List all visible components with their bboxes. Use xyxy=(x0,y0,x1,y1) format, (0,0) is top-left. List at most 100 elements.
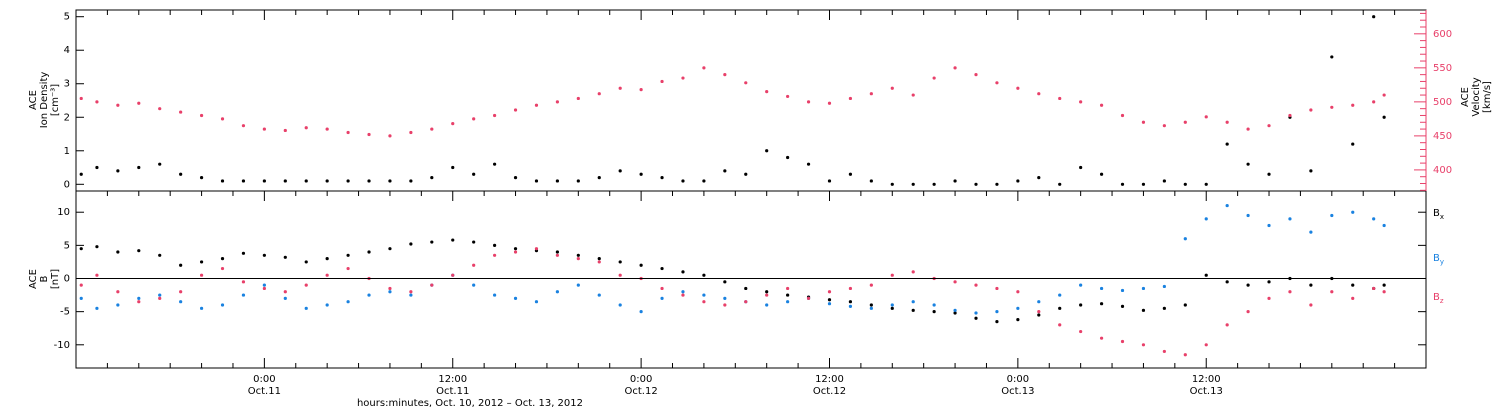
date-tick-label: Oct.11 xyxy=(436,386,469,397)
bx-point xyxy=(1162,306,1166,310)
density-point xyxy=(1351,142,1355,146)
velocity-point xyxy=(1162,124,1166,128)
velocity-point xyxy=(493,113,497,118)
velocity-tick-label: 400 xyxy=(1433,165,1452,176)
velocity-point xyxy=(137,101,141,105)
by-point xyxy=(576,283,580,287)
bx-point xyxy=(346,253,350,257)
bz-point xyxy=(681,293,685,297)
bx-point xyxy=(1016,318,1020,322)
density-point xyxy=(158,162,162,166)
bz-point xyxy=(262,286,266,291)
velocity-point xyxy=(116,103,120,107)
bz-point xyxy=(827,290,832,294)
velocity-point xyxy=(1246,127,1250,131)
velocity-point xyxy=(576,96,580,101)
bz-point xyxy=(1099,336,1104,340)
bz-point xyxy=(430,283,434,287)
velocity-point xyxy=(388,134,392,138)
bz-point xyxy=(765,293,769,297)
bx-point xyxy=(995,319,999,324)
by-point xyxy=(995,310,999,314)
density-point xyxy=(555,179,559,183)
bx-point xyxy=(1099,302,1104,306)
bx-point xyxy=(639,263,643,267)
by-point xyxy=(95,306,99,310)
density-point xyxy=(1162,179,1166,183)
bx-point xyxy=(199,260,204,264)
bz-point xyxy=(1141,343,1146,347)
density-point xyxy=(513,175,518,180)
b-tick-label: -5 xyxy=(60,307,70,318)
velocity-point xyxy=(534,103,539,107)
bx-point xyxy=(95,245,99,249)
bz-point xyxy=(95,273,99,277)
time-tick-label: 12:00 xyxy=(1192,374,1221,385)
bz-point xyxy=(869,283,873,287)
by-point xyxy=(1120,288,1125,293)
velocity-point xyxy=(723,73,727,77)
bz-point xyxy=(890,273,894,277)
by-point xyxy=(472,283,476,287)
b-tick-label: 10 xyxy=(57,207,70,218)
velocity-point xyxy=(367,132,371,137)
velocity-point xyxy=(953,66,957,70)
bx-point xyxy=(1058,306,1062,310)
by-point xyxy=(932,303,936,307)
velocity-point xyxy=(262,127,266,131)
velocity-tick-label: 550 xyxy=(1433,63,1452,74)
by-point xyxy=(723,296,727,300)
density-axis: 0 1 2 3 4 5 xyxy=(64,12,84,190)
svg-text:Bx: Bx xyxy=(1433,208,1444,221)
svg-text:By: By xyxy=(1433,253,1444,266)
density-point xyxy=(493,162,497,166)
b-axis-label-line2: B xyxy=(39,275,50,282)
bx-point xyxy=(472,240,476,244)
by-point xyxy=(618,303,622,307)
bx-point xyxy=(827,298,832,302)
legend-by: By xyxy=(1433,253,1444,266)
velocity-tick-label: 500 xyxy=(1433,97,1452,108)
by-point xyxy=(79,296,83,300)
bx-point xyxy=(137,249,141,253)
bx-point xyxy=(409,242,413,246)
bx-point xyxy=(79,247,83,251)
density-point xyxy=(220,179,225,183)
density-axis-label-line3: [cm⁻³] xyxy=(50,84,61,116)
bx-point xyxy=(681,270,685,274)
bz-point xyxy=(1351,296,1355,300)
velocity-point xyxy=(158,107,162,111)
density-point xyxy=(1183,182,1187,186)
bz-point xyxy=(241,280,246,284)
density-point xyxy=(1141,182,1146,186)
bz-point xyxy=(346,266,350,271)
bz-point xyxy=(597,260,601,264)
density-point xyxy=(1267,172,1271,176)
velocity-point xyxy=(555,100,559,104)
density-point xyxy=(430,175,434,180)
by-point xyxy=(262,283,266,287)
by-point xyxy=(1162,284,1166,289)
by-point xyxy=(513,296,518,300)
by-point xyxy=(786,300,790,304)
velocity-point xyxy=(1099,103,1104,107)
density-tick-label: 3 xyxy=(64,79,70,90)
time-axis: 0:00Oct.1112:00Oct.110:00Oct.1212:00Oct.… xyxy=(106,10,1396,397)
bx-point xyxy=(1141,308,1146,312)
density-point xyxy=(95,165,99,170)
by-point xyxy=(158,293,162,297)
density-point xyxy=(1372,15,1376,19)
legend-bx-main: B xyxy=(1433,208,1440,219)
density-point xyxy=(283,179,287,183)
velocity-point xyxy=(827,101,832,105)
density-point xyxy=(953,179,957,183)
velocity-point xyxy=(1267,124,1271,128)
density-point xyxy=(451,165,455,170)
density-tick-label: 0 xyxy=(64,179,70,190)
by-point xyxy=(325,303,329,307)
legend-by-main: B xyxy=(1433,253,1440,264)
legend-bx-sub: x xyxy=(1440,213,1444,221)
bx-point xyxy=(241,251,246,255)
date-tick-label: Oct.11 xyxy=(248,386,281,397)
by-point xyxy=(304,306,308,310)
